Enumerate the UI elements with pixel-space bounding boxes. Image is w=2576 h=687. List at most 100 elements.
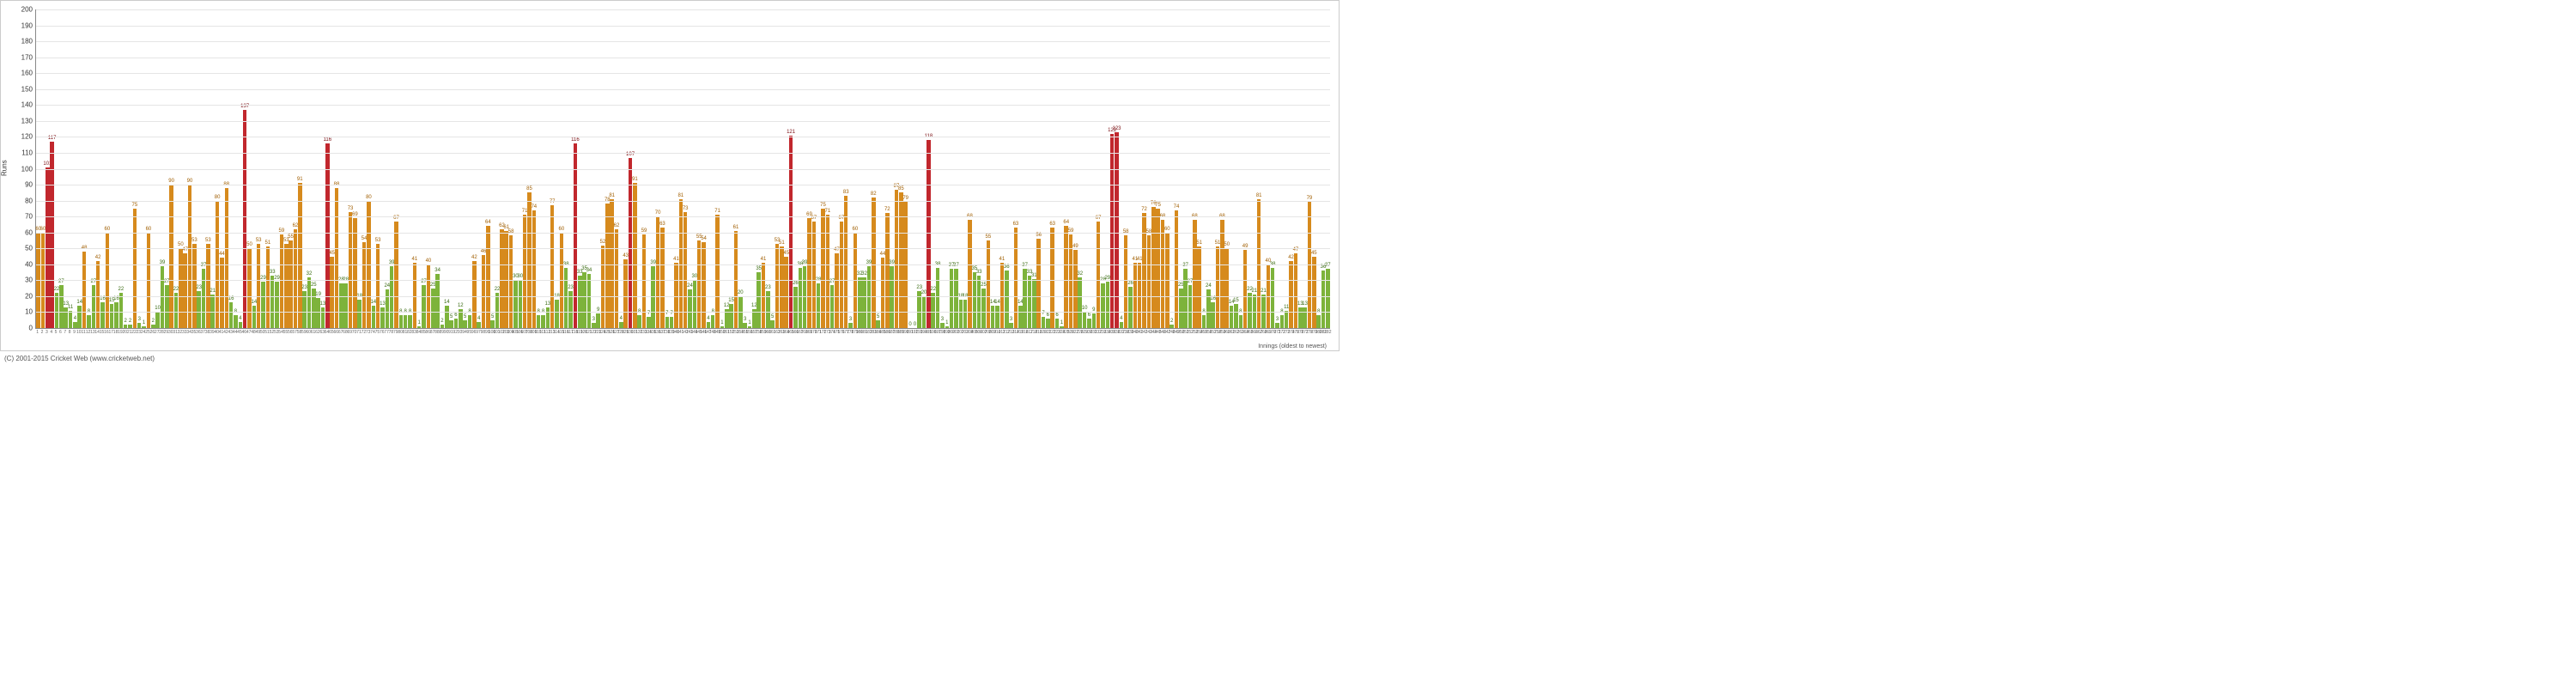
bar [1147,235,1151,328]
bar [50,142,54,328]
bar [169,185,173,328]
bar [963,300,968,328]
gridline [36,26,1330,27]
bar [431,289,435,328]
bar-value-label: 80 [215,195,221,200]
x-tick-label: 2 [41,330,44,335]
bar-value-label: 53 [191,238,197,243]
bar [59,285,64,328]
bar-value-label: 75 [132,203,138,208]
gridline [36,280,1330,281]
bar-value-label: 45 [1311,251,1317,256]
bar [1073,250,1078,328]
bar [1083,312,1087,328]
bar-value-label: 60 [104,227,110,232]
bar-value-label: 41 [999,257,1005,262]
bar [1087,319,1091,328]
bar-value-label: 51 [1196,240,1202,246]
bar [647,317,651,328]
bar-value-label: 70 [655,210,661,216]
bar [343,283,348,328]
bar [495,293,500,328]
bar-value-label: 5 [877,314,879,319]
bar [931,293,935,328]
y-tick-label: 90 [25,181,36,189]
y-axis-label: Runs [1,160,9,176]
bar-value-label: 60 [853,227,859,232]
bar-value-label: 50 [246,242,252,247]
bar [1046,319,1050,328]
bar [605,204,610,328]
bar [96,261,100,328]
bar [995,306,999,328]
y-tick-label: 190 [21,21,36,29]
plot-area: 6060101117222713114144882742166015162222… [35,9,1330,329]
bar [596,313,600,328]
bar [266,246,270,328]
bar [895,190,899,328]
x-tick-label: 8 [69,330,71,335]
bar [1216,246,1220,328]
bar [683,212,688,328]
bar [1018,306,1023,328]
x-tick-label: 3 [46,330,48,335]
bar-value-label: 64 [485,220,491,225]
bar-value-label: 5 [450,314,453,319]
bar [1151,207,1156,328]
bar [477,322,481,328]
bar [1101,283,1105,328]
bar [987,240,991,328]
bar-value-label: 71 [714,209,720,214]
bar [1028,276,1032,328]
x-tick-label: 1 [36,330,39,335]
bar-value-label: 2 [152,319,155,324]
bar [335,188,339,328]
bar-value-label: 1 [143,320,145,325]
bar [234,315,238,328]
bar [252,306,257,328]
bar-value-label: 1 [1060,320,1063,325]
bar-value-label: 116 [324,137,332,143]
bar [1032,279,1036,329]
bar [945,326,950,328]
bar [950,269,954,328]
bar [550,205,555,328]
bar [1128,287,1133,328]
bar [1285,311,1289,328]
bar [155,312,160,328]
bar [128,325,132,328]
bar [468,315,472,328]
y-tick-label: 180 [21,38,36,46]
bar-value-label: 3 [744,317,746,322]
gridline [36,296,1330,297]
bar-value-label: 53 [256,238,262,243]
bar-value-label: 61 [733,225,739,230]
bar [770,320,775,328]
bar-value-label: 90 [187,179,193,184]
bar [1275,323,1279,328]
bar [743,323,747,328]
x-tick-label: 5 [55,330,58,335]
bar-value-label: 56 [1036,233,1042,238]
bar-value-label: 123 [1112,126,1121,131]
bar [142,326,146,328]
bar-value-label: 75 [820,203,826,208]
y-tick-label: 20 [25,292,36,300]
bar-value-label: 121 [787,130,795,135]
bar [817,283,821,328]
x-tick-label: 9 [73,330,76,335]
bar-value-label: 60 [559,227,565,232]
bar-value-label: 2 [440,319,443,324]
copyright-text: (C) 2001-2015 Cricket Web (www.cricketwe… [4,355,155,362]
bar [775,244,780,328]
bar [519,280,523,328]
bar [702,242,706,328]
bar [1014,228,1018,328]
bar [463,320,467,328]
bar [665,317,670,328]
bar [720,326,725,328]
bar [321,307,325,328]
bar [1175,210,1179,328]
bar-value-label: 4 [1120,316,1122,321]
x-axis-label: Innings (oldest to newest) [1258,344,1327,350]
